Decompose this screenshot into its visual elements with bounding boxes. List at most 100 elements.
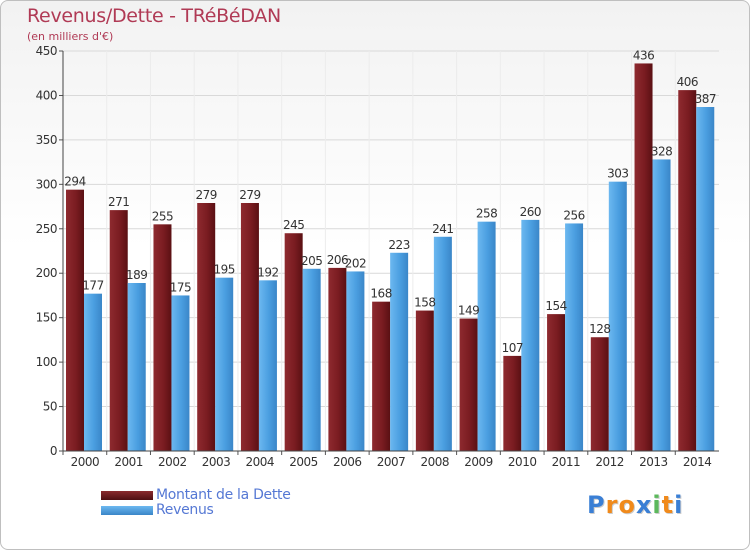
x-tick-label: 2000 [71, 455, 100, 469]
bar-revenus [652, 159, 671, 451]
bar-debt [547, 314, 566, 451]
bar-revenus [390, 252, 409, 451]
bar-revenus [171, 295, 190, 451]
data-label-debt: 436 [633, 48, 654, 62]
data-label-debt: 245 [283, 218, 304, 232]
data-label-revenus: 192 [257, 265, 278, 279]
bar-debt [197, 203, 216, 451]
data-label-revenus: 260 [520, 205, 541, 219]
data-label-debt: 279 [195, 188, 216, 202]
x-tick-label: 2011 [552, 455, 581, 469]
x-tick-label: 2010 [508, 455, 537, 469]
bar-revenus [215, 277, 234, 451]
data-label-revenus: 223 [388, 238, 409, 252]
bar-revenus [521, 219, 540, 451]
data-label-debt: 271 [108, 195, 129, 209]
data-label-revenus: 256 [563, 208, 584, 222]
bar-debt [459, 318, 478, 451]
data-label-debt: 158 [414, 296, 435, 310]
chart-title: Revenus/Dette - TRéBéDAN [27, 5, 281, 27]
data-label-debt: 149 [458, 304, 479, 318]
data-label-debt: 128 [589, 322, 610, 336]
bar-revenus [127, 283, 146, 451]
bar-debt [634, 63, 653, 451]
y-tick-label: 400 [36, 88, 57, 102]
chart-subtitle: (en milliers d'€) [27, 30, 114, 43]
logo-letter: i [652, 491, 662, 519]
data-label-revenus: 387 [695, 92, 716, 106]
x-tick-label: 2004 [246, 455, 275, 469]
logo-letter: t [661, 491, 675, 519]
x-tick-label: 2005 [289, 455, 318, 469]
bar-revenus [565, 223, 584, 451]
bars [66, 63, 715, 451]
axes: 0 50 100 150 200 250 300 350 400 450 2000 2001 2002 2… [36, 44, 719, 469]
bar-debt [503, 355, 522, 451]
bar-revenus [258, 280, 277, 451]
bar-debt [109, 210, 128, 451]
data-label-revenus: 195 [213, 263, 234, 277]
x-tick-label: 2002 [158, 455, 187, 469]
bar-revenus [608, 181, 627, 451]
x-tick-label: 2006 [333, 455, 362, 469]
bar-revenus [346, 271, 365, 451]
data-label-debt: 255 [152, 209, 173, 223]
logo-letter: P [587, 491, 606, 519]
logo-letter: x [635, 491, 653, 519]
data-label-debt: 154 [545, 299, 566, 313]
y-tick-label: 450 [36, 44, 57, 58]
legend-label-revenus: Revenus [156, 502, 214, 518]
bar-debt [590, 337, 609, 451]
data-label-revenus: 303 [607, 167, 628, 181]
bar-debt [153, 224, 172, 451]
data-label-revenus: 328 [651, 144, 672, 158]
data-label-debt: 294 [64, 175, 85, 189]
bar-debt [328, 267, 347, 451]
bar-revenus [696, 107, 715, 451]
y-tick-label: 300 [36, 177, 57, 191]
bar-revenus [84, 293, 102, 451]
x-tick-label: 2009 [464, 455, 493, 469]
data-label-debt: 168 [370, 287, 391, 301]
x-tick-label: 2012 [595, 455, 624, 469]
x-tick-label: 2003 [202, 455, 231, 469]
bar-debt [678, 90, 697, 451]
y-tick-label: 200 [36, 266, 57, 280]
y-tick-label: 350 [36, 133, 57, 147]
bar-revenus [477, 221, 496, 451]
data-label-debt: 279 [239, 188, 260, 202]
data-label-debt: 206 [327, 253, 348, 267]
proxiti-logo: Proxiti [587, 491, 683, 519]
x-tick-label: 2008 [420, 455, 449, 469]
bar-debt [372, 301, 391, 451]
x-tick-label: 2007 [377, 455, 406, 469]
logo-letter: r [605, 491, 619, 519]
legend-swatch-debt [101, 491, 153, 500]
data-label-revenus: 202 [345, 256, 366, 270]
bar-debt [66, 189, 84, 451]
bar-debt [415, 310, 434, 451]
x-tick-label: 2013 [639, 455, 668, 469]
bar-debt [284, 233, 303, 451]
data-label-revenus: 258 [476, 207, 497, 221]
y-tick-label: 0 [50, 444, 57, 458]
logo-letter: o [618, 491, 636, 519]
x-tick-label: 2014 [683, 455, 712, 469]
bar-debt [240, 203, 259, 451]
y-tick-label: 100 [36, 355, 57, 369]
legend-swatch-revenus [101, 506, 153, 515]
x-tick-label: 2001 [114, 455, 143, 469]
y-tick-label: 150 [36, 311, 57, 325]
data-label-revenus: 189 [126, 268, 147, 282]
data-label-revenus: 175 [170, 280, 191, 294]
data-label-debt: 107 [502, 341, 523, 355]
data-label-revenus: 241 [432, 222, 453, 236]
legend-label-debt: Montant de la Dette [156, 487, 291, 503]
data-label-debt: 406 [677, 75, 698, 89]
data-label-revenus: 205 [301, 254, 322, 268]
logo-letter: i [674, 491, 684, 519]
bar-revenus [433, 236, 452, 451]
